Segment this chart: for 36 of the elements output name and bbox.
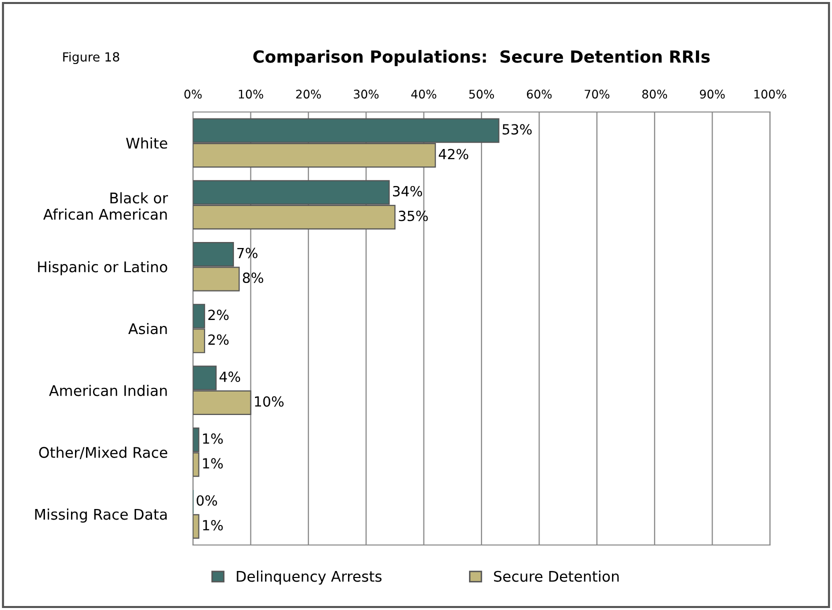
data-label: 1% — [203, 458, 223, 469]
data-label: 53% — [502, 124, 532, 135]
data-label: 42% — [438, 148, 468, 160]
data-label: 1% — [203, 520, 223, 530]
data-label: 1% — [203, 433, 223, 444]
x-tick-label: 90% — [700, 90, 725, 99]
x-tick-label: 0% — [184, 90, 202, 99]
data-label: 0% — [196, 495, 218, 506]
data-label: 4% — [220, 372, 240, 382]
x-tick-label: 60% — [526, 90, 552, 99]
y-tick-label: Asian — [128, 322, 167, 334]
chart-title: Comparison Populations: Secure Detention RRIs — [253, 50, 710, 66]
data-label: 10% — [255, 396, 284, 407]
y-tick-label: Black or African American — [43, 192, 168, 220]
x-tick-label: 80% — [642, 90, 668, 99]
data-label: 7% — [237, 248, 258, 258]
y-tick-label: Other/Mixed Race — [39, 446, 168, 460]
x-tick-label: 40% — [411, 90, 436, 99]
x-tick-label: 100% — [754, 90, 786, 99]
data-label: 35% — [398, 210, 428, 222]
x-tick-label: 30% — [354, 90, 379, 99]
x-tick-label: 70% — [584, 90, 610, 99]
legend-label: Delinquency Arrests — [236, 570, 382, 585]
x-tick-label: 50% — [469, 90, 494, 99]
y-tick-label: American Indian — [49, 384, 167, 396]
data-label: 8% — [242, 272, 264, 284]
caption: Figure 18 — [63, 52, 120, 64]
data-label: 2% — [208, 310, 229, 320]
y-tick-label: Hispanic or Latino — [38, 261, 168, 276]
data-label: 34% — [393, 186, 422, 196]
y-tick-label: White — [126, 137, 168, 149]
x-tick-label: 20% — [296, 90, 321, 99]
data-label: 2% — [208, 334, 229, 345]
x-tick-label: 10% — [238, 90, 264, 99]
y-tick-label: Missing Race Data — [35, 508, 167, 523]
legend-label: Secure Detention — [494, 570, 619, 582]
